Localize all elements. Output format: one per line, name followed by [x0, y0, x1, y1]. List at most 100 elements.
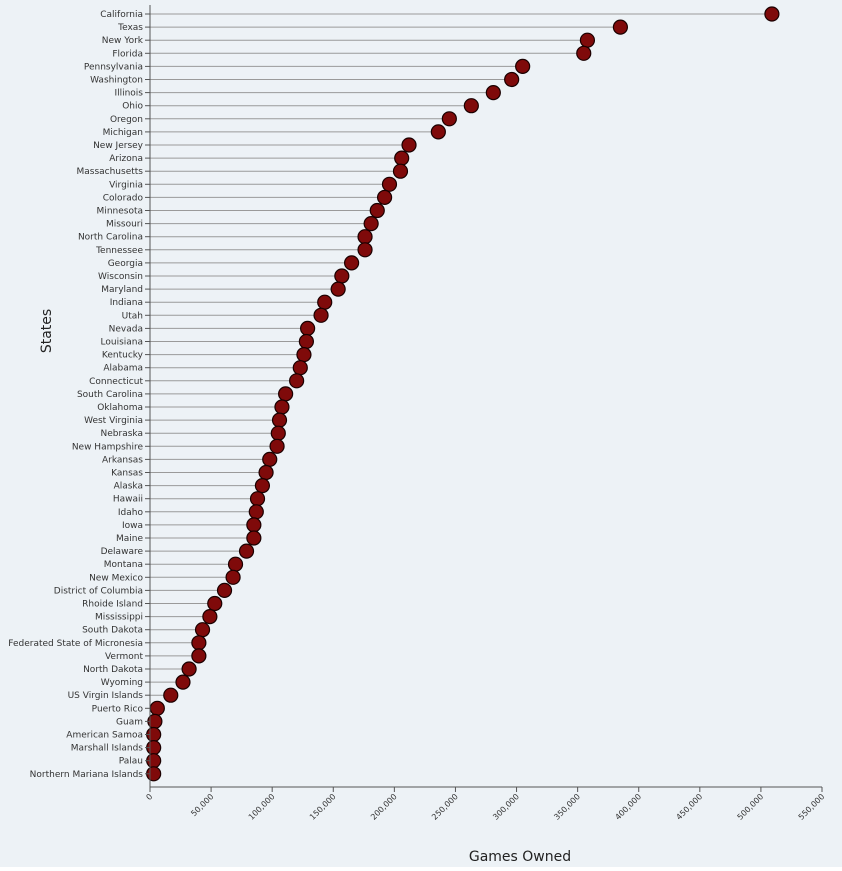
data-point[interactable]	[392, 163, 409, 179]
y-tick-label: Kentucky	[102, 351, 144, 361]
data-point[interactable]	[485, 84, 501, 101]
data-point[interactable]	[463, 98, 479, 114]
y-tick-label: Washington	[90, 76, 143, 86]
x-tick-label: 400,000	[613, 792, 643, 822]
data-point[interactable]	[149, 700, 165, 716]
y-tick-label: Northern Mariana Islands	[30, 770, 144, 780]
data-point[interactable]	[363, 216, 379, 232]
y-tick-label: District of Columbia	[54, 586, 143, 596]
y-tick-label: New Hampshire	[72, 442, 144, 452]
x-tick-label: 300,000	[491, 792, 521, 822]
data-point[interactable]	[369, 202, 385, 219]
data-point[interactable]	[163, 687, 179, 703]
y-tick-label: Alabama	[103, 364, 143, 374]
data-point[interactable]	[207, 595, 223, 612]
y-tick-label: Arizona	[109, 154, 143, 164]
data-point[interactable]	[278, 386, 294, 402]
x-axis-ticks: 0 50,000 100,000 150,000 200,000 250,000 300,0…	[144, 787, 826, 822]
data-point[interactable]	[376, 189, 393, 205]
data-point[interactable]	[238, 543, 255, 559]
data-point[interactable]	[269, 438, 285, 454]
data-point[interactable]	[289, 373, 305, 389]
data-point[interactable]	[274, 399, 290, 415]
data-point[interactable]	[296, 347, 312, 363]
y-tick-label: Pennsylvania	[84, 62, 143, 72]
data-point[interactable]	[504, 71, 520, 88]
data-point[interactable]	[612, 19, 629, 35]
y-tick-label: Wyoming	[101, 678, 143, 688]
data-point[interactable]	[394, 150, 410, 166]
data-point[interactable]	[579, 32, 596, 48]
data-point[interactable]	[313, 307, 329, 323]
y-tick-label: Maryland	[101, 285, 143, 295]
y-tick-label: Hawaii	[113, 495, 143, 505]
data-point[interactable]	[175, 674, 191, 690]
y-tick-label: Federated State of Micronesia	[8, 639, 143, 649]
data-point[interactable]	[194, 622, 211, 638]
stems-layer	[150, 13, 772, 775]
data-point[interactable]	[401, 137, 417, 153]
data-point[interactable]	[576, 45, 592, 61]
x-axis-title: Games Owned	[469, 849, 571, 865]
data-point[interactable]	[246, 530, 262, 546]
y-tick-label: Ohio	[122, 102, 143, 112]
data-point[interactable]	[271, 412, 288, 428]
data-point[interactable]	[202, 608, 218, 625]
data-point[interactable]	[246, 517, 262, 533]
x-tick-label: 100,000	[247, 792, 277, 822]
data-point[interactable]	[430, 124, 446, 140]
data-point[interactable]	[300, 320, 316, 336]
y-tick-label: Michigan	[103, 128, 143, 138]
y-tick-label: New Jersey	[93, 141, 144, 151]
data-point[interactable]	[191, 648, 207, 664]
data-point[interactable]	[334, 268, 350, 284]
data-point[interactable]	[330, 281, 346, 297]
data-point[interactable]	[298, 333, 314, 350]
y-tick-label: Tennessee	[95, 246, 143, 256]
y-tick-label: Louisiana	[101, 338, 144, 348]
x-tick-label: 450,000	[674, 792, 704, 822]
y-tick-label: Florida	[112, 49, 143, 59]
data-point[interactable]	[441, 111, 457, 127]
y-tick-label: Alaska	[114, 482, 143, 492]
data-point[interactable]	[764, 6, 780, 22]
x-tick-label: 550,000	[797, 792, 827, 822]
y-tick-label: Virginia	[109, 180, 143, 190]
y-tick-label: Indiana	[110, 298, 143, 308]
data-point[interactable]	[227, 556, 244, 572]
y-tick-label: California	[100, 10, 143, 20]
y-axis-title: States	[39, 309, 55, 353]
data-point[interactable]	[262, 451, 278, 467]
y-tick-label: Puerto Rico	[92, 704, 144, 714]
data-point[interactable]	[381, 176, 398, 192]
x-tick-label: 350,000	[552, 792, 582, 822]
data-point[interactable]	[225, 569, 241, 585]
data-point[interactable]	[292, 360, 308, 376]
data-point[interactable]	[270, 425, 286, 441]
y-tick-label: New York	[102, 36, 144, 46]
y-tick-label: Illinois	[114, 89, 143, 99]
y-tick-label: Palau	[119, 757, 143, 767]
data-point[interactable]	[357, 242, 373, 258]
y-tick-label: South Carolina	[77, 390, 143, 400]
y-tick-label: Oregon	[110, 115, 143, 125]
data-point[interactable]	[248, 504, 264, 520]
y-tick-label: Nevada	[109, 324, 143, 334]
data-point[interactable]	[191, 635, 207, 651]
data-point[interactable]	[344, 255, 360, 271]
y-tick-label: Vermont	[105, 652, 144, 662]
data-point[interactable]	[254, 478, 271, 494]
y-tick-label: Wisconsin	[98, 272, 143, 282]
data-point[interactable]	[317, 294, 333, 310]
data-point[interactable]	[216, 582, 233, 599]
data-point[interactable]	[258, 464, 274, 481]
data-point[interactable]	[249, 491, 266, 507]
y-tick-label: Montana	[104, 560, 143, 570]
data-point[interactable]	[357, 229, 373, 245]
x-tick-label: 500,000	[736, 792, 766, 822]
data-point[interactable]	[181, 661, 197, 677]
y-tick-label: Utah	[122, 311, 143, 321]
data-point[interactable]	[515, 58, 531, 75]
